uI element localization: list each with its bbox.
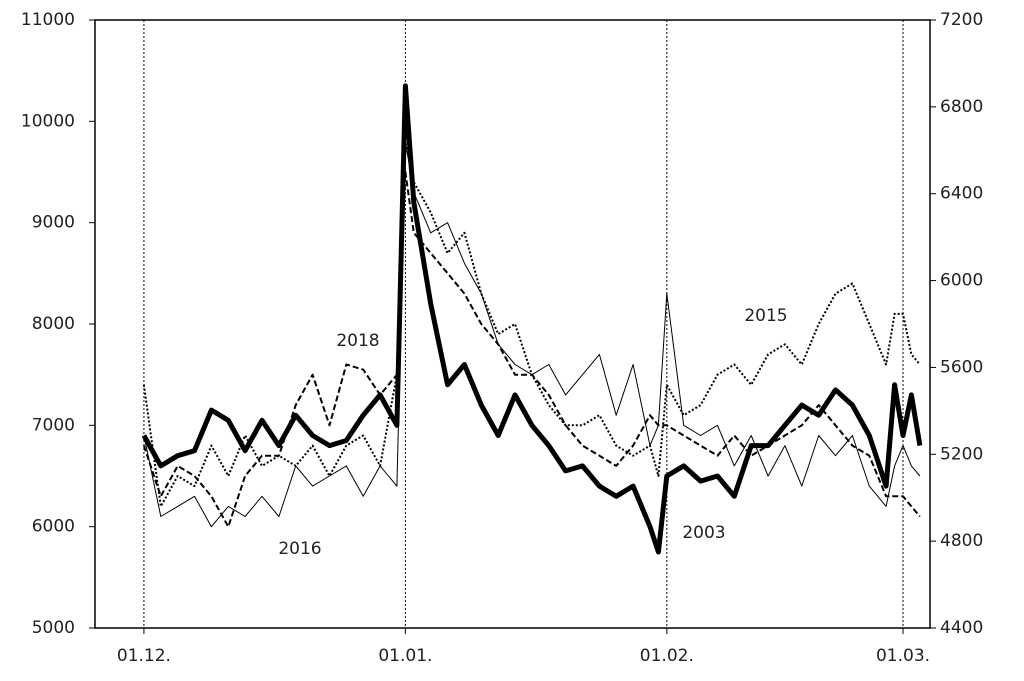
series-line [142, 140, 921, 508]
y2-tick-label: 4400 [940, 618, 983, 638]
y-tick-label: 10000 [21, 111, 75, 131]
y2-tick-label: 5600 [940, 357, 983, 377]
series-label: 2018 [336, 331, 379, 351]
y2-tick-label: 4800 [940, 531, 983, 551]
y2-tick-label: 6000 [940, 271, 983, 291]
x-tick-label: 01.01. [378, 646, 432, 666]
x-tick-label: 01.03. [876, 646, 930, 666]
y-tick-label: 6000 [32, 517, 75, 537]
y-tick-label: 9000 [32, 213, 75, 233]
series-line [143, 141, 921, 528]
series-line [142, 171, 921, 528]
x-tick-label: 01.12. [117, 646, 171, 666]
series-label: 2015 [744, 306, 787, 326]
series-label: 2003 [682, 523, 725, 543]
plot-frame [94, 19, 931, 629]
y-tick-label: 5000 [32, 618, 75, 638]
y2-tick-label: 7200 [940, 10, 983, 30]
y2-tick-label: 6800 [940, 97, 983, 117]
x-tick-label: 01.02. [640, 646, 694, 666]
y-tick-label: 8000 [32, 314, 75, 334]
y-tick-label: 7000 [32, 415, 75, 435]
y2-tick-label: 5200 [940, 444, 983, 464]
y2-tick-label: 6400 [940, 184, 983, 204]
series-label: 2016 [278, 539, 321, 559]
y-tick-label: 11000 [21, 10, 75, 30]
